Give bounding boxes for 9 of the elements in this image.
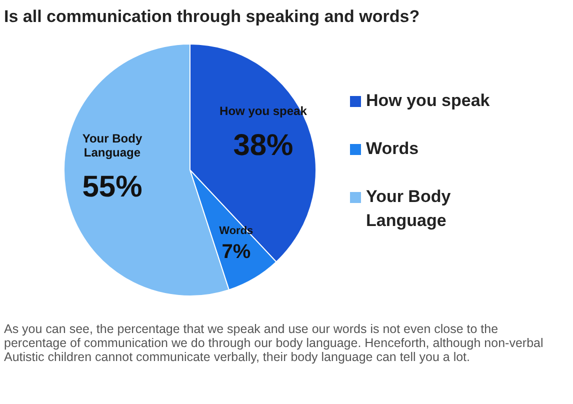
data-label: 55% xyxy=(82,170,142,204)
data-label: 7% xyxy=(222,241,251,264)
data-label: 38% xyxy=(233,129,294,162)
chart-title: Is all communication through speaking and words? xyxy=(4,7,420,26)
legend-label: Your Body Language xyxy=(366,187,452,230)
legend-label: Words xyxy=(366,139,419,158)
legend-label: How you speak xyxy=(366,91,490,110)
text: As you can see, the percentage that we speak and use our words is not even close to the percentage of communication we do through our body language. Henceforth, although non-verbal Autistic children cannot communicate verbally, their body language can tell you a lot. xyxy=(4,322,544,364)
slice-label: Your Body Language xyxy=(82,131,142,160)
